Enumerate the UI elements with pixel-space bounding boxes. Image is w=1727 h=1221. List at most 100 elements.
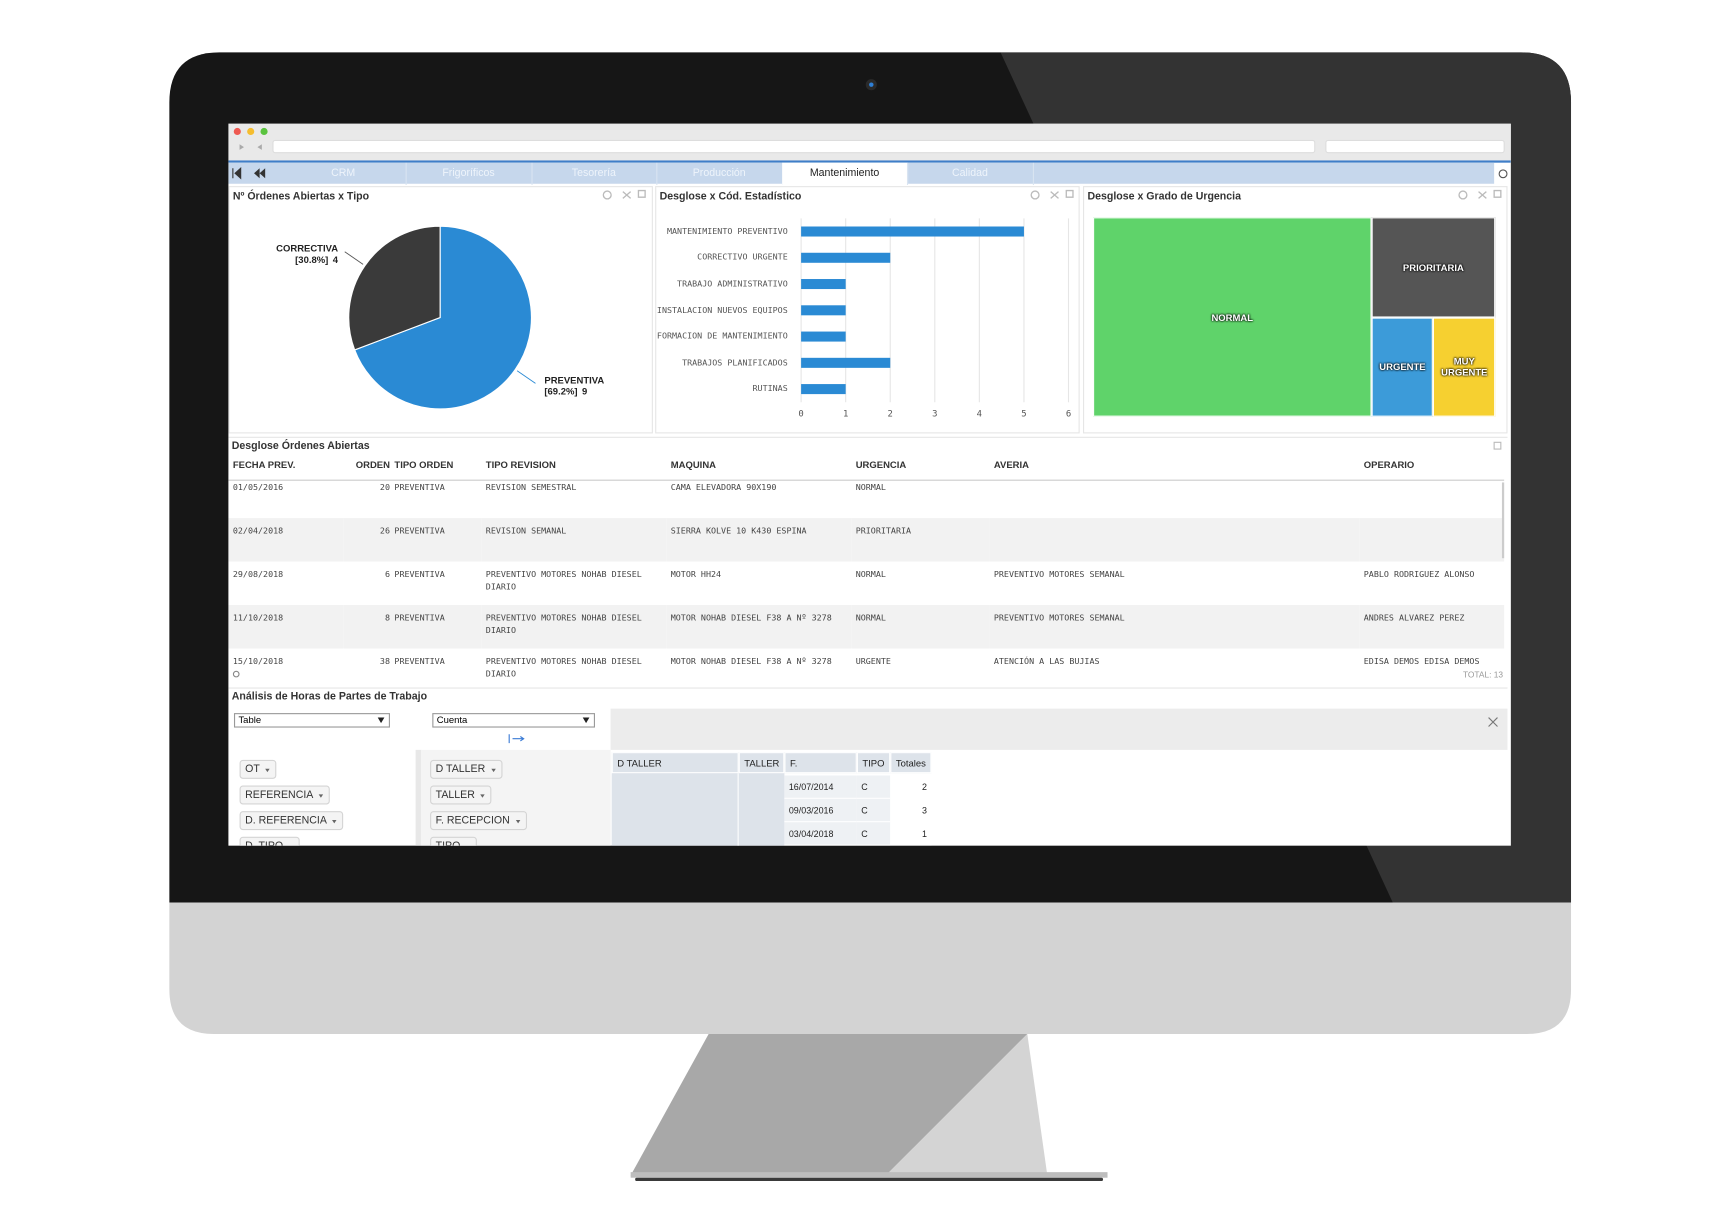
pie-chart: PREVENTIVA[69.2%] 9 CORRECTIVA[30.8%] 4 [276,225,604,410]
attribute-chip[interactable]: F. RECEPCION [430,811,527,831]
table-cell: SIERRA KOLVE 10 K430 ESPINA [666,518,852,562]
bar-chart: 0 1 2 3 4 5 6 [798,218,1071,420]
export-icon[interactable] [1458,190,1468,200]
bar [801,357,891,368]
attribute-chip[interactable]: D. TIPO [239,836,300,846]
bar [801,384,846,395]
treemap-cell: URGENTE [1371,316,1434,417]
table-cell: URGENTE [851,648,990,692]
panel-icons [602,189,1502,200]
expand-icon[interactable] [1493,441,1502,450]
shuffle-icon[interactable] [1050,191,1059,199]
table-cell: PREVENTIVA [389,561,482,606]
y-tick-label: CORRECTIVO URGENTE [697,252,788,263]
expand-icon[interactable] [1065,189,1074,198]
pivot-panel: Análisis de Horas de Partes de Trabajo T… [228,687,1508,846]
table-decor [228,441,1505,678]
expand-icon[interactable] [1486,715,1499,728]
pivot-content: OT REFERENCIA D. REFERENCIA D. TIPO D TALLER… [228,689,1507,846]
scrollbar [1501,482,1505,559]
chrome-divider [228,160,1511,163]
column-header: MAQUINA [670,459,716,471]
sort-icon[interactable] [507,733,529,744]
tabs: CRM Frigoríficos Tesorería Producción Manten… [281,162,1495,185]
pivot-header: TALLER [738,752,785,774]
attribute-chip[interactable]: TALLER [430,785,492,805]
table-cell: 20 [343,474,390,519]
pivot-cell: 2 [890,775,932,799]
table-cell: PREVENTIVA [389,605,482,649]
y-tick-label: RUTINAS [752,383,788,394]
chin [169,902,1572,1034]
table-cell: PREVENTIVO MOTORES NOHAB DIESEL DIARIO [481,561,667,606]
pivot-cell: C [856,775,891,799]
tab[interactable]: Producción [657,162,783,185]
expand-icon[interactable] [1493,189,1502,198]
attribute-chip[interactable]: D. REFERENCIA [239,811,344,831]
y-tick-label: MANTENIMIENTO PREVENTIVO [666,225,788,236]
column-header: TIPO REVISION [485,459,556,471]
table-cell: PREVENTIVA [389,648,482,692]
tab[interactable]: Mantenimiento [782,162,909,185]
panel-title: Nº Órdenes Abiertas x Tipo [232,190,370,203]
orders-panel: Desglose Órdenes Abiertas FECHA PREV. ORD… [228,436,1508,692]
stand-base [630,1172,1108,1178]
tab[interactable]: Tesorería [531,162,658,185]
orders-table: FECHA PREV. ORDEN TIPO ORDEN TIPO REVISION M… [228,456,1505,692]
pie-slice [353,225,533,410]
pivot-header: TIPO [856,752,891,774]
refresh-button[interactable] [1498,169,1508,179]
x-tick-label: 3 [932,410,937,420]
first-button[interactable] [232,166,242,180]
x-tick-label: 5 [1021,410,1026,420]
y-tick-label: TRABAJOS PLANIFICADOS [682,357,788,368]
table-cell: ANDRES ALVAREZ PEREZ [1359,605,1505,649]
y-tick-label: TRABAJO ADMINISTRATIVO [677,278,788,289]
table-cell: 38 [343,648,390,692]
shuffle-icon[interactable] [622,191,632,199]
column-header: AVERIA [993,459,1029,471]
export-icon[interactable] [602,190,612,200]
pie-slice [348,225,441,351]
table-cell: REVISION SEMESTRAL [481,474,667,519]
pivot-cell: C [856,798,891,823]
export-icon[interactable] [1030,190,1040,200]
address-bar[interactable] [272,139,1316,154]
table-cell: PREVENTIVA [389,518,482,562]
search-bar[interactable] [1325,139,1505,154]
y-tick-label: INSTALACION NUEVOS EQUIPOS [656,304,788,315]
table-cell: NORMAL [851,561,990,606]
browser-chrome [228,123,1511,184]
search-icon[interactable] [232,670,240,678]
stand-light [885,1033,1048,1176]
y-tick-label: FORMACION DE MANTENIMIENTO [656,330,788,342]
bar [801,226,1024,237]
expand-icon[interactable] [637,189,646,198]
table-cell: 8 [343,605,390,649]
attribute-chip[interactable]: D TALLER [430,759,502,779]
aggregator-select[interactable]: Cuenta [432,713,595,728]
slice-percent: [30.8%] [295,255,328,266]
leader-line [516,370,536,384]
table-cell: MOTOR HH24 [666,561,852,606]
attribute-chip[interactable]: TIPO [430,836,478,846]
pivot-cell: 09/03/2016 [784,798,857,823]
treemap-cell: NORMAL [1093,217,1372,417]
stand-foot [635,1177,1104,1182]
close-dot[interactable] [233,127,241,136]
renderer-select[interactable]: Table [233,713,390,728]
zoom-dot[interactable] [260,127,268,136]
shuffle-icon[interactable] [1478,191,1487,199]
treemap-panel: Desglose x Grado de Urgencia NORMAL PRIOR… [1083,186,1508,434]
panel-title: Desglose x Cód. Estadístico [659,190,802,203]
tab[interactable]: Frigoríficos [406,162,533,185]
attribute-chip[interactable]: OT [239,759,277,779]
tab[interactable]: CRM [281,162,407,185]
table-cell: PREVENTIVO MOTORES SEMANAL [989,605,1360,649]
minimize-dot[interactable] [247,127,255,136]
column-header: OPERARIO [1363,459,1415,471]
table-cell: EDISA DEMOS EDISA DEMOS [1359,648,1505,692]
attribute-chip[interactable]: REFERENCIA [239,785,331,805]
tab[interactable]: Calidad [908,162,1034,185]
